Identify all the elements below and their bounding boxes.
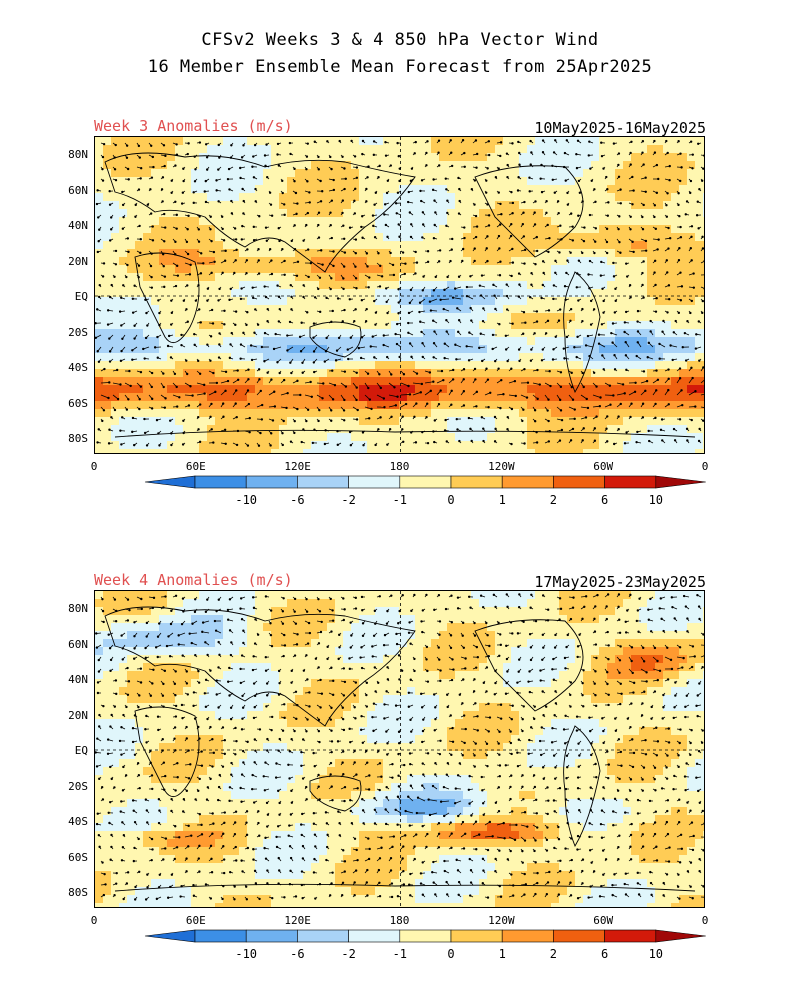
latitude-tick-label: 60S (68, 396, 88, 410)
colorbar-tick-label: -6 (290, 947, 305, 961)
latitude-tick-label: 60N (68, 637, 88, 651)
week4-panel-dates: 17May2025-23May2025 (534, 573, 706, 591)
latitude-tick-label: 20N (68, 254, 88, 268)
colorbar-right-arrow (655, 475, 706, 489)
colorbar-tick-label: 6 (600, 493, 609, 507)
colorbar-segment (450, 475, 503, 489)
longitude-tick-label: 120W (488, 914, 515, 927)
colorbar-segment (348, 929, 401, 943)
colorbar-tick-label: -2 (341, 493, 356, 507)
colorbar-segment (450, 929, 503, 943)
latitude-tick-label: 80N (68, 602, 88, 615)
latitude-tick-label: 40N (68, 219, 88, 232)
chart-title-line2: 16 Member Ensemble Mean Forecast from 25… (147, 57, 653, 77)
week4-panel-label: Week 4 Anomalies (m/s) (94, 571, 293, 589)
latitude-tick-label: EQ (74, 290, 88, 303)
week3-panel-dates: 10May2025-16May2025 (534, 119, 706, 137)
colorbar-tick-label: 6 (600, 947, 609, 961)
colorbar-tick-label: 0 (447, 493, 455, 507)
colorbar-segment (348, 475, 401, 489)
latitude-tick-label: 40S (68, 815, 88, 828)
longitude-tick-label: 60E (185, 460, 206, 473)
colorbar-tick-label: 10 (648, 947, 664, 961)
week4-colorbar: -10 -6 -2 -1 0 1 2 6 10 (0, 928, 800, 968)
latitude-tick-label: 80N (68, 148, 88, 161)
latitude-tick-label: 40N (68, 673, 88, 686)
latitude-tick-label: 60S (68, 850, 88, 864)
wind-vectors (95, 593, 704, 901)
latitude-tick-label: 40S (68, 361, 88, 374)
colorbar-segment (297, 929, 349, 943)
colorbar-left-arrow (144, 929, 196, 943)
colorbar-tick-label: 2 (549, 493, 557, 507)
colorbar-segment (604, 475, 657, 489)
colorbar-tick-label: -10 (235, 493, 258, 507)
colorbar-tick-label: 2 (549, 947, 557, 961)
week3-panel-label: Week 3 Anomalies (m/s) (94, 117, 293, 135)
week4-anomaly-map (94, 590, 705, 908)
longitude-tick-label: 180 (389, 914, 410, 927)
longitude-tick-label: 180 (389, 460, 410, 473)
longitude-tick-label: 60W (593, 460, 614, 473)
colorbar-tick-label: -6 (290, 493, 305, 507)
latitude-tick-label: 20S (68, 779, 88, 793)
colorbar-segment (297, 475, 349, 489)
colorbar-segment (501, 929, 554, 943)
week3-colorbar: -10 -6 -2 -1 0 1 2 6 10 (0, 474, 800, 514)
latitude-tick-label: 20N (68, 708, 88, 722)
coastlines (104, 152, 696, 438)
week3-anomaly-map (94, 136, 705, 454)
latitude-tick-label: 20S (68, 325, 88, 339)
latitude-tick-label: 80S (68, 432, 88, 445)
colorbar-segment (245, 475, 298, 489)
colorbar-segment (553, 475, 605, 489)
latitude-tick-label: 80S (68, 886, 88, 899)
colorbar-segment (194, 475, 247, 489)
colorbar-segment (501, 475, 554, 489)
colorbar-left-arrow (144, 475, 196, 489)
longitude-tick-label: 0 (90, 460, 98, 473)
longitude-tick-label: 120E (284, 914, 311, 927)
colorbar-tick-label: 0 (447, 947, 455, 961)
chart-title-line1: CFSv2 Weeks 3 & 4 850 hPa Vector Wind (201, 30, 599, 50)
latitude-tick-label: EQ (74, 744, 88, 757)
latitude-tick-label: 60N (68, 183, 88, 197)
colorbar-segment (399, 475, 452, 489)
colorbar-segment (553, 929, 605, 943)
colorbar-tick-label: 10 (648, 493, 664, 507)
colorbar-tick-label: 1 (498, 493, 506, 507)
coastlines (104, 606, 696, 892)
colorbar-segment (399, 929, 452, 943)
colorbar-tick-label: -2 (341, 947, 356, 961)
longitude-tick-label: 0 (701, 460, 709, 473)
longitude-tick-label: 120E (284, 460, 311, 473)
longitude-tick-label: 60W (593, 914, 614, 927)
colorbar-segment (245, 929, 298, 943)
colorbar-right-arrow (655, 929, 706, 943)
wind-vectors (95, 139, 704, 447)
longitude-tick-label: 120W (488, 460, 515, 473)
anomaly-shading (95, 591, 704, 907)
longitude-tick-label: 0 (701, 914, 709, 927)
colorbar-tick-label: 1 (498, 947, 506, 961)
longitude-tick-label: 60E (185, 914, 206, 927)
colorbar-tick-label: -1 (392, 947, 408, 961)
colorbar-tick-label: -10 (235, 947, 258, 961)
colorbar-tick-label: -1 (392, 493, 408, 507)
colorbar-segment (604, 929, 657, 943)
longitude-tick-label: 0 (90, 914, 98, 927)
colorbar-segment (194, 929, 247, 943)
